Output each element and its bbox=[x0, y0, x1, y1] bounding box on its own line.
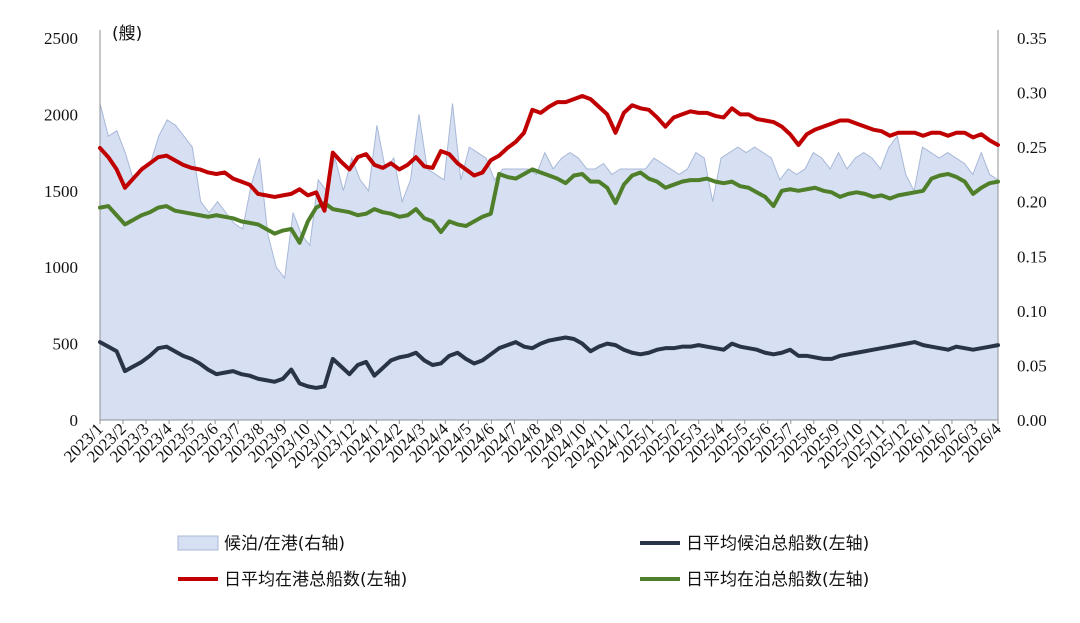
right-tick-label: 0.30 bbox=[1017, 84, 1047, 103]
area-series-hold-ratio bbox=[99, 103, 999, 421]
line-series-in-port bbox=[98, 94, 1000, 213]
legend-item-berthed: 日平均在泊总船数(左轴) bbox=[640, 570, 869, 590]
right-tick-label: 0.05 bbox=[1017, 356, 1047, 375]
right-tick-label: 0.25 bbox=[1017, 138, 1047, 157]
right-tick-label: 0.00 bbox=[1017, 411, 1047, 430]
legend-label: 日平均在港总船数(左轴) bbox=[224, 570, 407, 590]
right-tick-label: 0.10 bbox=[1017, 302, 1047, 321]
left-axis-unit: (艘) bbox=[112, 24, 142, 44]
left-tick-label: 2500 bbox=[44, 29, 78, 48]
right-tick-label: 0.20 bbox=[1017, 193, 1047, 212]
line-series-berthed bbox=[98, 167, 1000, 245]
left-tick-label: 1000 bbox=[44, 258, 78, 277]
right-axis: 0.00 0.05 0.10 0.15 0.20 0.25 0.30 0.35 bbox=[997, 29, 1047, 430]
left-tick-label: 0 bbox=[70, 411, 79, 430]
legend: 候泊/在港(右轴) 日平均候泊总船数(左轴) 日平均在港总船数(左轴) 日平均在泊总船… bbox=[177, 534, 869, 590]
left-tick-label: 1500 bbox=[44, 182, 78, 201]
left-axis: 0 500 1000 1500 2000 2500 bbox=[44, 29, 101, 430]
legend-label: 日平均候泊总船数(左轴) bbox=[686, 534, 869, 554]
left-tick-label: 500 bbox=[53, 335, 79, 354]
legend-swatch bbox=[177, 535, 219, 551]
area-layer bbox=[99, 103, 999, 421]
left-tick-label: 2000 bbox=[44, 105, 78, 124]
right-tick-label: 0.35 bbox=[1017, 29, 1047, 48]
legend-item-in-port: 日平均在港总船数(左轴) bbox=[178, 570, 407, 590]
legend-label: 候泊/在港(右轴) bbox=[224, 534, 345, 554]
line-series-waiting bbox=[98, 335, 1000, 390]
lines-layer bbox=[98, 94, 1000, 390]
legend-label: 日平均在泊总船数(左轴) bbox=[686, 570, 869, 590]
right-tick-label: 0.15 bbox=[1017, 247, 1047, 266]
x-axis: 2023/12023/22023/32023/42023/52023/62023… bbox=[60, 419, 1005, 472]
legend-item-waiting: 日平均候泊总船数(左轴) bbox=[640, 534, 869, 554]
legend-item-hold-ratio: 候泊/在港(右轴) bbox=[177, 534, 345, 554]
